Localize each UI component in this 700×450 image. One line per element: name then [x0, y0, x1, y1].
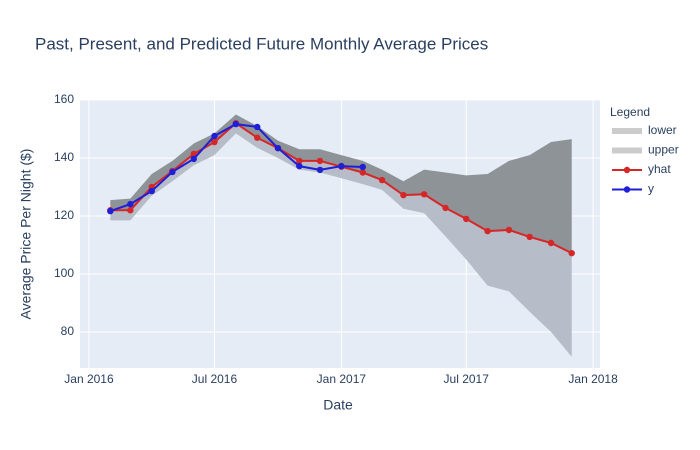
- x-tick-label: Jan 2016: [64, 372, 114, 386]
- x-tick-label: Jul 2017: [444, 372, 490, 386]
- series-point: [254, 134, 261, 141]
- series-point: [127, 200, 134, 208]
- band-area: [110, 123, 572, 357]
- series-point: [190, 155, 197, 163]
- x-tick-label: Jan 2017: [317, 372, 367, 386]
- series-point: [505, 226, 513, 234]
- series-point: [400, 191, 407, 199]
- y-tick-label: 120: [54, 208, 74, 222]
- series-point: [107, 207, 114, 215]
- series-point: [442, 204, 449, 212]
- series-point: [526, 233, 533, 241]
- x-tick-label: Jul 2016: [192, 372, 238, 386]
- series-point: [254, 123, 261, 131]
- legend-label: yhat: [648, 162, 671, 176]
- series-point: [420, 191, 428, 198]
- x-tick-label: Jan 2018: [568, 372, 618, 386]
- series-point: [148, 187, 155, 195]
- legend-title: Legend: [610, 105, 650, 119]
- y-tick-label: 160: [54, 92, 74, 106]
- band-area: [110, 114, 572, 254]
- series-point: [378, 176, 386, 184]
- legend-label: upper: [648, 143, 679, 157]
- series-point: [484, 227, 491, 235]
- series-point: [127, 207, 134, 214]
- series-point: [211, 138, 218, 146]
- legend-swatch-point: [623, 166, 631, 174]
- series-point: [568, 249, 575, 257]
- y-axis-title: Average Price Per Night ($): [18, 149, 34, 320]
- series-point: [169, 168, 176, 176]
- series-point: [359, 163, 366, 171]
- series-point: [547, 239, 555, 247]
- legend-swatch-point: [623, 186, 631, 193]
- series-point: [359, 169, 366, 176]
- y-tick-label: 80: [61, 324, 75, 338]
- series-point: [296, 162, 303, 170]
- series-point: [316, 166, 324, 174]
- series-point: [316, 157, 324, 165]
- series-point: [232, 120, 240, 128]
- series-point: [338, 162, 345, 170]
- series-point: [463, 215, 470, 223]
- legend-label: y: [648, 182, 654, 196]
- chart-title: Past, Present, and Predicted Future Mont…: [35, 34, 488, 53]
- legend-label: lower: [648, 123, 677, 137]
- series-point: [190, 150, 197, 158]
- y-tick-label: 100: [54, 266, 74, 280]
- y-tick-label: 140: [54, 150, 74, 164]
- series-point: [211, 132, 218, 140]
- series-point: [274, 144, 282, 152]
- x-axis-title: Date: [323, 397, 353, 413]
- series-point: [296, 157, 303, 165]
